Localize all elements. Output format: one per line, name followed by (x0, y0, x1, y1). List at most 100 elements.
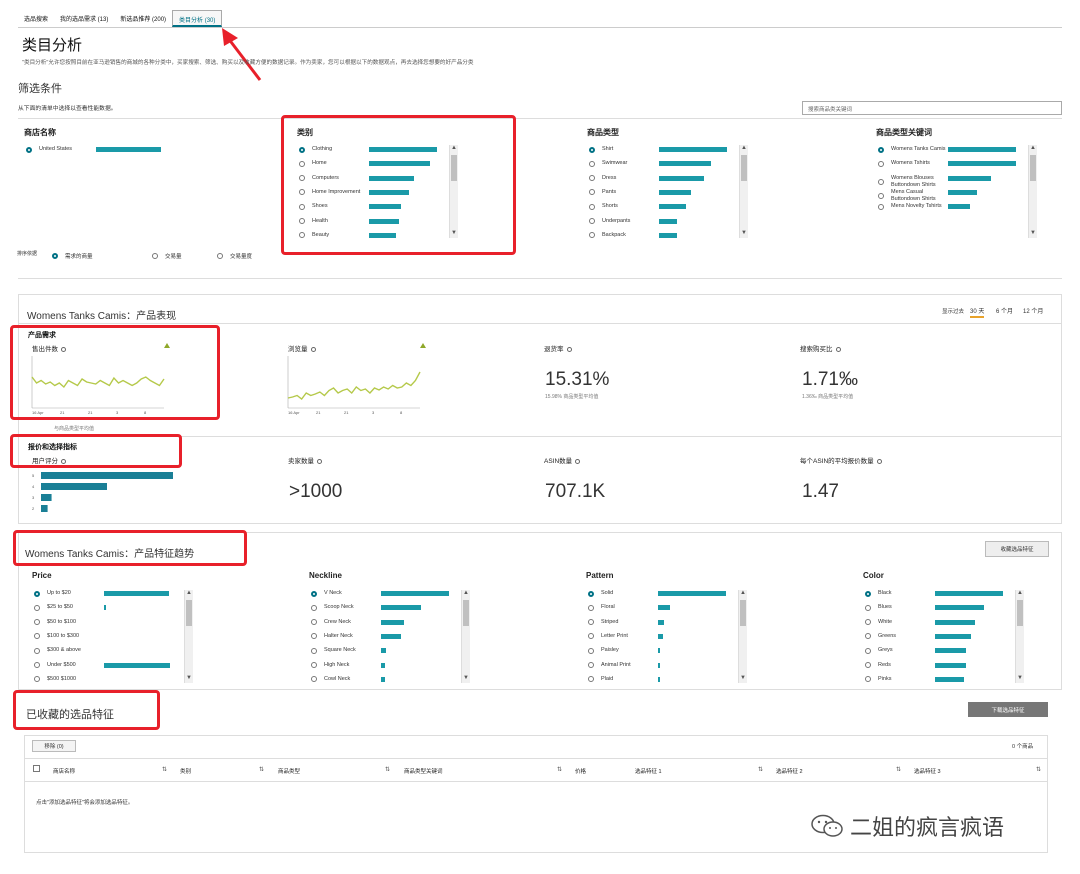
filter-option[interactable]: Computers (299, 175, 367, 182)
filter-option[interactable]: $300 & above (34, 647, 102, 654)
scroll-down-icon[interactable]: ▼ (741, 230, 747, 236)
header-feature-3[interactable]: 选品特征 3 (914, 769, 941, 775)
scroll-thumb[interactable] (740, 600, 746, 627)
filter-option[interactable]: Letter Print (588, 633, 656, 640)
header-category[interactable]: 类别 (180, 769, 192, 775)
filter-option[interactable]: Scoop Neck (311, 604, 379, 611)
filter-option[interactable]: Beauty (299, 232, 367, 239)
filter-option[interactable]: Blues (865, 604, 933, 611)
scroll-up-icon[interactable]: ▲ (1030, 145, 1036, 151)
sort-option-volume[interactable]: 交易量 (152, 252, 182, 260)
filter-option[interactable]: $500 $1000 (34, 676, 102, 683)
sort-icon[interactable]: ⇅ (259, 767, 265, 773)
filter-option[interactable]: White (865, 619, 933, 626)
scrollbar[interactable]: ▲ ▼ (739, 145, 748, 238)
info-icon[interactable] (61, 346, 66, 352)
filter-option[interactable]: Backpack (589, 232, 657, 239)
scroll-down-icon[interactable]: ▼ (740, 675, 746, 681)
download-features-button[interactable]: 下载选品特征 (968, 702, 1048, 717)
sort-icon[interactable]: ⇅ (896, 767, 902, 773)
scroll-thumb[interactable] (186, 600, 192, 627)
filter-option[interactable]: Paisley (588, 647, 656, 654)
scrollbar[interactable]: ▲ ▼ (184, 590, 193, 683)
sort-option-demand[interactable]: 需求的商量 (52, 252, 93, 260)
header-store[interactable]: 商店名称 (53, 769, 76, 775)
filter-option[interactable]: Mens Casual Buttondown Shirts (878, 189, 946, 203)
filter-option[interactable]: Up to $20 (34, 590, 102, 597)
filter-option[interactable]: Floral (588, 604, 656, 611)
info-icon[interactable] (310, 346, 316, 352)
scrollbar[interactable]: ▲ ▼ (449, 145, 458, 238)
scroll-up-icon[interactable]: ▲ (740, 590, 746, 596)
scroll-down-icon[interactable]: ▼ (186, 675, 192, 681)
sort-option-volume-degree[interactable]: 交易量度 (217, 252, 252, 260)
info-icon[interactable] (566, 346, 572, 352)
filter-option[interactable]: Plaid (588, 676, 656, 683)
filter-option[interactable]: High Neck (311, 662, 379, 669)
scroll-down-icon[interactable]: ▼ (463, 675, 469, 681)
filter-option[interactable]: United States (26, 146, 94, 153)
scroll-up-icon[interactable]: ▲ (741, 145, 747, 151)
filter-option[interactable]: Underpants (589, 218, 657, 225)
filter-option[interactable]: Greens (865, 633, 933, 640)
scroll-thumb[interactable] (463, 600, 469, 627)
filter-option[interactable]: Womens Tanks Camis (878, 146, 946, 153)
scrollbar[interactable]: ▲ ▼ (1028, 145, 1037, 238)
info-icon[interactable] (835, 346, 841, 352)
scroll-down-icon[interactable]: ▼ (1030, 230, 1036, 236)
sort-icon[interactable]: ⇅ (385, 767, 391, 773)
tab-product-search[interactable]: 选品搜索 (24, 17, 49, 23)
sort-icon[interactable]: ⇅ (557, 767, 563, 773)
scroll-up-icon[interactable]: ▲ (451, 145, 457, 151)
filter-option[interactable]: Pants (589, 189, 657, 196)
filter-option[interactable]: Womens Tshirts (878, 160, 946, 167)
scroll-up-icon[interactable]: ▲ (463, 590, 469, 596)
filter-option[interactable]: Health (299, 218, 367, 225)
filter-option[interactable]: V Neck (311, 590, 379, 597)
filter-option[interactable]: Swimwear (589, 160, 657, 167)
filter-option[interactable]: Black (865, 590, 933, 597)
scroll-thumb[interactable] (1017, 600, 1023, 627)
scroll-down-icon[interactable]: ▼ (1017, 675, 1023, 681)
filter-option[interactable]: Reds (865, 662, 933, 669)
range-30-days[interactable]: 30 天 (970, 306, 985, 318)
filter-option[interactable]: Greys (865, 647, 933, 654)
delete-button[interactable]: 移除 (0) (32, 740, 76, 752)
sort-icon[interactable]: ⇅ (1036, 767, 1042, 773)
info-icon[interactable] (876, 458, 882, 464)
sort-icon[interactable]: ⇅ (758, 767, 764, 773)
filter-option[interactable]: Shoes (299, 203, 367, 210)
save-features-button[interactable]: 收藏选品特征 (985, 541, 1049, 557)
scroll-up-icon[interactable]: ▲ (1017, 590, 1023, 596)
filter-option[interactable]: Home (299, 160, 367, 167)
header-product-type[interactable]: 商品类型 (278, 769, 301, 775)
filter-option[interactable]: Home Improvement (299, 189, 367, 196)
filter-option[interactable]: Solid (588, 590, 656, 597)
header-price[interactable]: 价格 (575, 769, 587, 775)
scroll-thumb[interactable] (1030, 155, 1036, 182)
filter-option[interactable]: $50 to $100 (34, 619, 102, 626)
filter-option[interactable]: Clothing (299, 146, 367, 153)
scroll-down-icon[interactable]: ▼ (451, 230, 457, 236)
tab-category-analysis[interactable]: 类目分析 (30) (172, 10, 223, 27)
filter-option[interactable]: Womens Blouses Buttondown Shirts (878, 175, 946, 189)
info-icon[interactable] (575, 458, 581, 464)
filter-option[interactable]: Halter Neck (311, 633, 379, 640)
filter-option[interactable]: Shorts (589, 203, 657, 210)
scrollbar[interactable]: ▲ ▼ (738, 590, 747, 683)
sort-icon[interactable]: ⇅ (162, 767, 168, 773)
filter-option[interactable]: Pinks (865, 676, 933, 683)
tab-my-demands[interactable]: 我的选品需求 (13) (60, 17, 109, 23)
filter-option[interactable]: Dress (589, 175, 657, 182)
scroll-up-icon[interactable]: ▲ (186, 590, 192, 596)
filter-option[interactable]: Shirt (589, 146, 657, 153)
filter-option[interactable]: Square Neck (311, 647, 379, 654)
filter-option[interactable]: Mens Novelty Tshirts (878, 203, 946, 210)
info-icon[interactable] (61, 458, 66, 464)
filter-option[interactable]: Crew Neck (311, 619, 379, 626)
header-feature-1[interactable]: 选品特征 1 (635, 769, 662, 775)
header-keywords[interactable]: 商品类型关键词 (404, 769, 443, 775)
scrollbar[interactable]: ▲ ▼ (1015, 590, 1024, 683)
info-icon[interactable] (317, 458, 322, 464)
tab-new-recommendations[interactable]: 新选品推荐 (200) (120, 17, 167, 23)
